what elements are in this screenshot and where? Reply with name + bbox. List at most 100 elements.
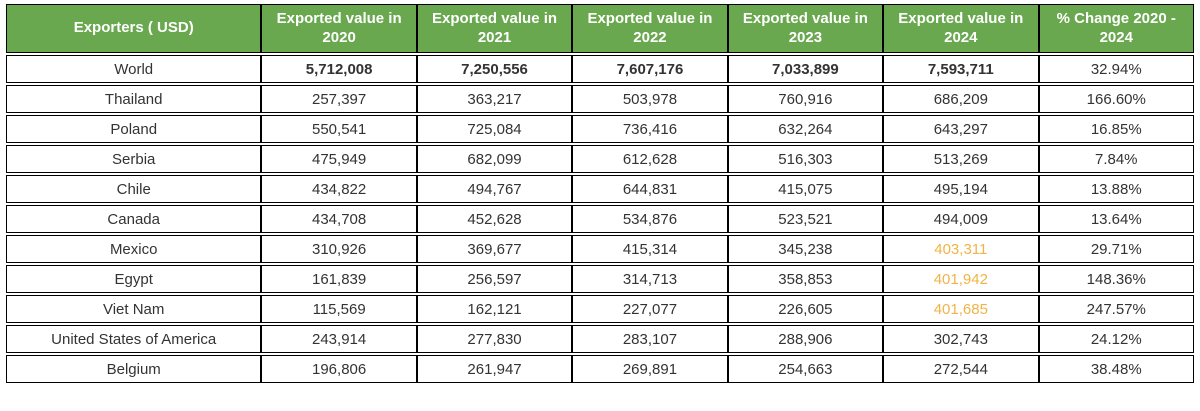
exporter-cell: Serbia — [6, 145, 262, 173]
value-cell-year2021: 261,947 — [416, 355, 573, 383]
value-cell-year2023: 523,521 — [727, 205, 884, 233]
pct-change-cell: 148.36% — [1038, 265, 1194, 293]
value-cell-year2020: 434,708 — [261, 205, 417, 233]
value-cell-year2020: 310,926 — [261, 235, 417, 263]
value-cell-year2020: 161,839 — [261, 265, 417, 293]
value-cell-year2021: 277,830 — [416, 325, 573, 353]
table-row: Canada 434,708 452,628 534,876 523,521 494,00… — [6, 205, 1194, 233]
header-cell-exporters: Exporters ( USD) — [6, 4, 262, 53]
value-cell-year2020: 257,397 — [261, 85, 417, 113]
value-cell-year2023: 226,605 — [727, 295, 884, 323]
value-cell-year2020: 115,569 — [261, 295, 417, 323]
pct-change-cell: 166.60% — [1038, 85, 1194, 113]
value-cell-year2024: 494,009 — [883, 205, 1039, 233]
table-row: Mexico 310,926 369,677 415,314 345,238 403,31… — [6, 235, 1194, 263]
value-cell-year2020: 243,914 — [261, 325, 417, 353]
header-row: Exporters ( USD) Exported value in 2020 Ex… — [6, 4, 1194, 53]
value-cell-year2023: 760,916 — [727, 85, 884, 113]
value-cell-year2020: 5,712,008 — [261, 55, 417, 83]
pct-change-cell: 38.48% — [1038, 355, 1194, 383]
value-cell-year2022: 612,628 — [572, 145, 728, 173]
table-row: Belgium 196,806 261,947 269,891 254,663 272,5… — [6, 355, 1194, 383]
value-cell-year2020: 550,541 — [261, 115, 417, 143]
value-cell-year2024: 401,685 — [883, 295, 1039, 323]
exporter-cell: Egypt — [6, 265, 262, 293]
value-cell-year2024: 403,311 — [883, 235, 1039, 263]
value-cell-year2022: 534,876 — [572, 205, 728, 233]
value-cell-year2022: 7,607,176 — [572, 55, 728, 83]
exporter-cell: Poland — [6, 115, 262, 143]
value-cell-year2022: 314,713 — [572, 265, 728, 293]
value-cell-year2023: 345,238 — [727, 235, 884, 263]
value-cell-year2020: 196,806 — [261, 355, 417, 383]
value-cell-year2022: 415,314 — [572, 235, 728, 263]
pct-change-cell: 24.12% — [1038, 325, 1194, 353]
table-body: World 5,712,008 7,250,556 7,607,176 7,033,89… — [6, 55, 1194, 383]
header-cell-col1: Exported value in 2020 — [261, 4, 417, 53]
value-cell-year2023: 254,663 — [727, 355, 884, 383]
header-cell-col6: % Change 2020 - 2024 — [1038, 4, 1194, 53]
header-cell-col3: Exported value in 2022 — [572, 4, 728, 53]
value-cell-year2020: 475,949 — [261, 145, 417, 173]
exporter-cell: Belgium — [6, 355, 262, 383]
header-cell-col2: Exported value in 2021 — [416, 4, 573, 53]
value-cell-year2022: 503,978 — [572, 85, 728, 113]
header-cell-col5: Exported value in 2024 — [883, 4, 1039, 53]
value-cell-year2021: 682,099 — [416, 145, 573, 173]
table-header: Exporters ( USD) Exported value in 2020 Ex… — [6, 4, 1194, 53]
value-cell-year2023: 632,264 — [727, 115, 884, 143]
pct-change-cell: 29.71% — [1038, 235, 1194, 263]
value-cell-year2021: 7,250,556 — [416, 55, 573, 83]
value-cell-year2023: 516,303 — [727, 145, 884, 173]
exporter-cell: Thailand — [6, 85, 262, 113]
value-cell-year2024: 643,297 — [883, 115, 1039, 143]
value-cell-year2021: 256,597 — [416, 265, 573, 293]
exporter-cell: Viet Nam — [6, 295, 262, 323]
table-row: Serbia 475,949 682,099 612,628 516,303 513,26… — [6, 145, 1194, 173]
table-row: Thailand 257,397 363,217 503,978 760,916 686,… — [6, 85, 1194, 113]
value-cell-year2023: 288,906 — [727, 325, 884, 353]
exports-table: Exporters ( USD) Exported value in 2020 Ex… — [6, 2, 1194, 385]
header-cell-col4: Exported value in 2023 — [727, 4, 884, 53]
value-cell-year2021: 162,121 — [416, 295, 573, 323]
value-cell-year2020: 434,822 — [261, 175, 417, 203]
table-row: Viet Nam 115,569 162,121 227,077 226,605 401,… — [6, 295, 1194, 323]
value-cell-year2024: 302,743 — [883, 325, 1039, 353]
value-cell-year2021: 725,084 — [416, 115, 573, 143]
value-cell-year2021: 369,677 — [416, 235, 573, 263]
value-cell-year2024: 272,544 — [883, 355, 1039, 383]
value-cell-year2024: 7,593,711 — [883, 55, 1039, 83]
pct-change-cell: 13.88% — [1038, 175, 1194, 203]
value-cell-year2023: 358,853 — [727, 265, 884, 293]
value-cell-year2022: 644,831 — [572, 175, 728, 203]
exporter-cell: Mexico — [6, 235, 262, 263]
value-cell-year2021: 363,217 — [416, 85, 573, 113]
value-cell-year2023: 7,033,899 — [727, 55, 884, 83]
table-row: Egypt 161,839 256,597 314,713 358,853 401,942… — [6, 265, 1194, 293]
exporter-cell: Chile — [6, 175, 262, 203]
exporter-cell: World — [6, 55, 262, 83]
value-cell-year2022: 227,077 — [572, 295, 728, 323]
pct-change-cell: 7.84% — [1038, 145, 1194, 173]
table-row: Chile 434,822 494,767 644,831 415,075 495,194… — [6, 175, 1194, 203]
value-cell-year2024: 495,194 — [883, 175, 1039, 203]
value-cell-year2024: 513,269 — [883, 145, 1039, 173]
table-row: Poland 550,541 725,084 736,416 632,264 643,29… — [6, 115, 1194, 143]
value-cell-year2022: 283,107 — [572, 325, 728, 353]
value-cell-year2022: 736,416 — [572, 115, 728, 143]
value-cell-year2024: 401,942 — [883, 265, 1039, 293]
table-row: United States of America 243,914 277,830 28… — [6, 325, 1194, 353]
exporter-cell: Canada — [6, 205, 262, 233]
pct-change-cell: 16.85% — [1038, 115, 1194, 143]
value-cell-year2022: 269,891 — [572, 355, 728, 383]
value-cell-year2023: 415,075 — [727, 175, 884, 203]
value-cell-year2021: 452,628 — [416, 205, 573, 233]
value-cell-year2021: 494,767 — [416, 175, 573, 203]
value-cell-year2024: 686,209 — [883, 85, 1039, 113]
exporter-cell: United States of America — [6, 325, 262, 353]
table-row: World 5,712,008 7,250,556 7,607,176 7,033,89… — [6, 55, 1194, 83]
pct-change-cell: 32.94% — [1038, 55, 1194, 83]
pct-change-cell: 247.57% — [1038, 295, 1194, 323]
pct-change-cell: 13.64% — [1038, 205, 1194, 233]
